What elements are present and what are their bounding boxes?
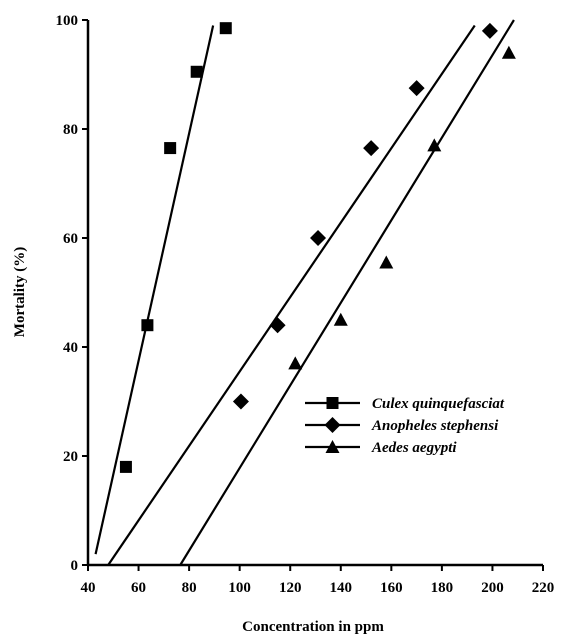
y-tick-label: 0 — [71, 558, 79, 574]
x-tick-label: 80 — [182, 580, 197, 596]
data-point-culex-quinquefasciat — [219, 22, 232, 35]
data-point-aedes-aegypti — [427, 138, 442, 152]
data-point-culex-quinquefasciat — [119, 460, 132, 473]
fit-line-anopheles-stephensi — [107, 24, 476, 566]
y-tick-label: 80 — [63, 122, 78, 138]
y-tick-label: 40 — [63, 340, 78, 356]
y-axis-ticks: 0 20 40 60 80 100 — [56, 13, 88, 574]
data-point-anopheles-stephensi — [363, 140, 380, 157]
x-axis-ticks: 40 60 80 100 120 140 160 180 200 220 — [81, 565, 555, 596]
data-point-aedes-aegypti — [288, 356, 303, 370]
data-point-culex-quinquefasciat — [164, 142, 177, 155]
fit-line-culex-quinquefasciat — [94, 25, 215, 555]
data-point-aedes-aegypti — [501, 45, 516, 59]
data-point-anopheles-stephensi — [481, 22, 498, 39]
x-tick-label: 200 — [481, 580, 504, 596]
x-tick-label: 140 — [330, 580, 353, 596]
axes — [86, 20, 543, 567]
x-tick-label: 180 — [431, 580, 454, 596]
x-tick-label: 100 — [228, 580, 251, 596]
data-point-anopheles-stephensi — [232, 393, 249, 410]
data-point-anopheles-stephensi — [269, 317, 286, 334]
y-axis-label: Mortality (%) — [12, 247, 28, 337]
y-tick-label: 60 — [63, 231, 78, 247]
legend-label-aedes-aegypti: Aedes aegypti — [371, 440, 457, 456]
data-point-aedes-aegypti — [379, 255, 394, 269]
legend-label-culex-quinquefasciat: Culex quinquefasciat — [372, 396, 505, 412]
x-tick-label: 160 — [380, 580, 403, 596]
x-axis-label: Concentration in ppm — [242, 619, 384, 635]
legend-marker-aedes-aegypti — [325, 440, 340, 453]
data-point-anopheles-stephensi — [408, 80, 425, 97]
legend-marker-culex-quinquefasciat — [326, 397, 339, 409]
x-tick-label: 60 — [131, 580, 146, 596]
data-point-culex-quinquefasciat — [141, 319, 154, 332]
data-point-culex-quinquefasciat — [190, 65, 203, 78]
y-tick-label: 100 — [56, 13, 79, 29]
legend-label-anopheles-stephensi: Anopheles stephensi — [371, 418, 499, 434]
y-tick-label: 20 — [63, 449, 78, 465]
data-point-anopheles-stephensi — [310, 230, 327, 246]
fit-lines — [94, 19, 515, 566]
fit-line-aedes-aegypti — [179, 19, 515, 566]
data-point-aedes-aegypti — [333, 312, 348, 326]
x-tick-label: 220 — [532, 580, 555, 596]
legend: Culex quinquefasciat Anopheles stephensi A… — [305, 396, 505, 456]
legend-marker-anopheles-stephensi — [324, 417, 341, 433]
x-tick-label: 40 — [81, 580, 96, 596]
x-tick-label: 120 — [279, 580, 302, 596]
data-markers — [119, 22, 516, 473]
